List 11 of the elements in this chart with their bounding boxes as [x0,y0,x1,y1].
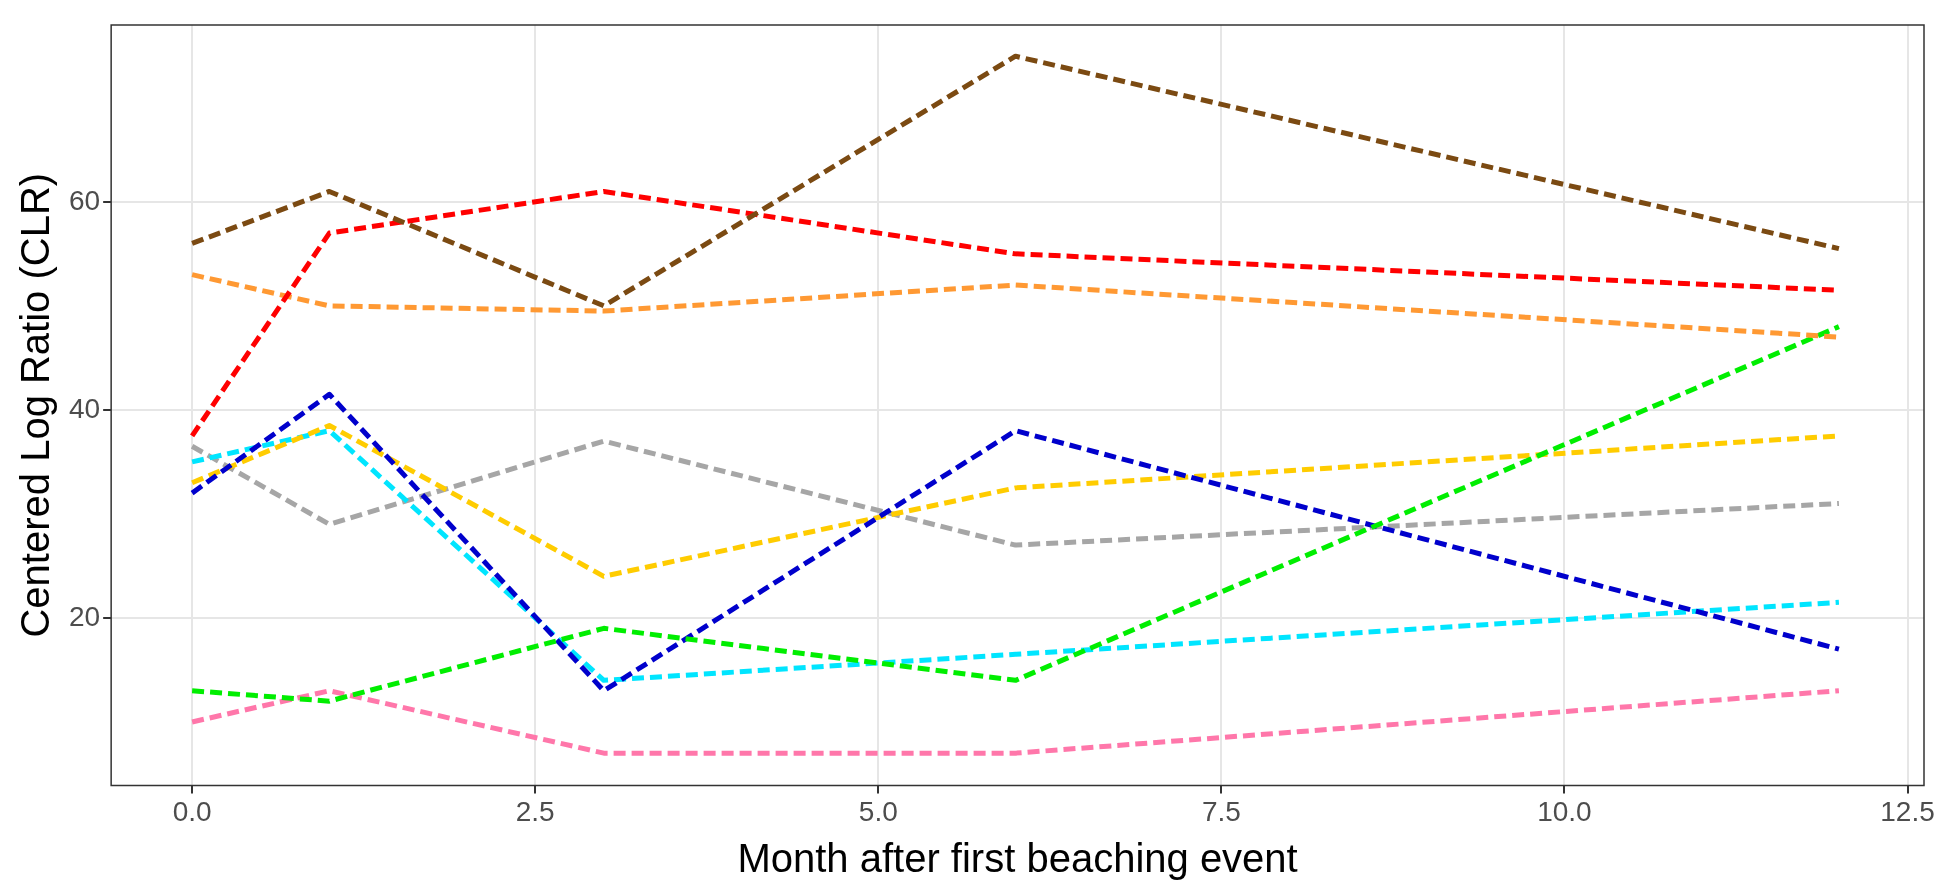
y-axis-title: Centered Log Ratio (CLR) [13,172,58,638]
x-axis-title: Month after first beaching event [737,836,1298,881]
x-tick-label: 10.0 [1537,795,1592,827]
x-tick-label: 12.5 [1880,795,1935,827]
x-tick-label: 0.0 [172,795,212,827]
y-tick-label: 40 [68,392,101,424]
y-tick-label: 20 [68,600,101,632]
x-tick-label: 5.0 [858,795,898,827]
y-tick-label: 60 [68,184,101,216]
x-tick-label: 7.5 [1201,795,1241,827]
x-tick-label: 2.5 [515,795,555,827]
